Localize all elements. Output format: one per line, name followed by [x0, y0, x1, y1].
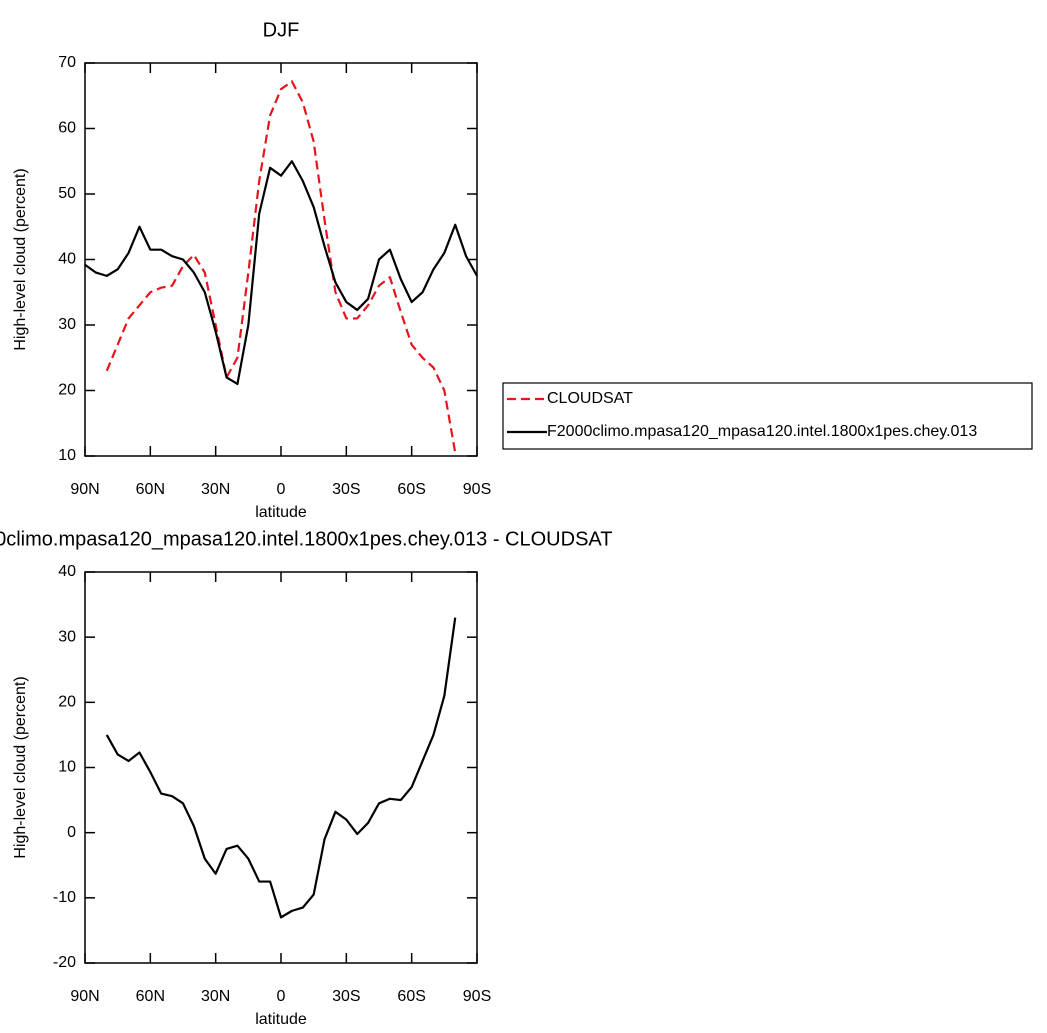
x-tick-label: 90N [70, 481, 99, 498]
x-tick-label: 90S [463, 481, 491, 498]
y-tick-label: 20 [58, 382, 76, 399]
y-tick-label: 60 [58, 120, 76, 137]
data-line [105, 80, 457, 453]
x-tick-label: 30N [201, 481, 230, 498]
x-tick-label: 90S [463, 988, 491, 1005]
chart-title: DJF [263, 19, 300, 41]
legend-box [502, 382, 1033, 450]
x-tick-label: 30S [332, 481, 360, 498]
x-axis-label: latitude [255, 1011, 307, 1028]
x-tick-label: 30S [332, 988, 360, 1005]
x-tick-label: 30N [201, 988, 230, 1005]
y-tick-label: 20 [58, 694, 76, 711]
x-tick-label: 90N [70, 988, 99, 1005]
y-tick-label: 10 [58, 447, 76, 464]
plot-frame [84, 62, 478, 457]
y-tick-label: 70 [58, 54, 76, 71]
plot-frame [84, 571, 478, 964]
x-axis-label: latitude [255, 504, 307, 521]
chart-title: F2000climo.mpasa120_mpasa120.intel.1800x… [0, 528, 612, 550]
data-line [84, 160, 478, 386]
y-tick-label: 50 [58, 185, 76, 202]
x-tick-label: 0 [277, 481, 286, 498]
y-tick-label: 30 [58, 316, 76, 333]
y-tick-label: 0 [67, 824, 76, 841]
legend-label: CLOUDSAT [547, 390, 633, 407]
y-tick-label: 10 [58, 759, 76, 776]
y-axis-label: High-level cloud (percent) [12, 168, 29, 350]
legend-label: F2000climo.mpasa120_mpasa120.intel.1800x… [547, 423, 977, 440]
data-line [105, 617, 457, 919]
x-tick-label: 60N [136, 481, 165, 498]
x-tick-label: 60N [136, 988, 165, 1005]
x-tick-label: 0 [277, 988, 286, 1005]
x-tick-label: 60S [397, 988, 425, 1005]
x-tick-label: 60S [397, 481, 425, 498]
y-tick-label: -10 [53, 889, 76, 906]
y-axis-label: High-level cloud (percent) [12, 676, 29, 858]
y-tick-label: 30 [58, 628, 76, 645]
y-tick-label: 40 [58, 251, 76, 268]
y-tick-label: 40 [58, 563, 76, 580]
y-tick-label: -20 [53, 954, 76, 971]
